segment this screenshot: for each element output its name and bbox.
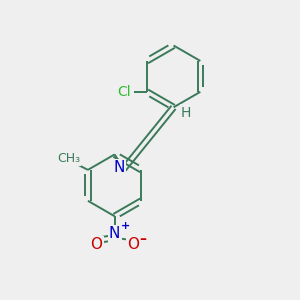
Text: –: – — [140, 232, 146, 246]
Text: H: H — [181, 106, 191, 120]
Text: O: O — [90, 237, 102, 252]
Text: CH₃: CH₃ — [57, 152, 80, 165]
Text: +: + — [121, 221, 130, 231]
Text: Cl: Cl — [117, 85, 131, 99]
Text: N: N — [113, 160, 125, 175]
Text: N: N — [109, 226, 120, 242]
Text: O: O — [127, 237, 139, 252]
